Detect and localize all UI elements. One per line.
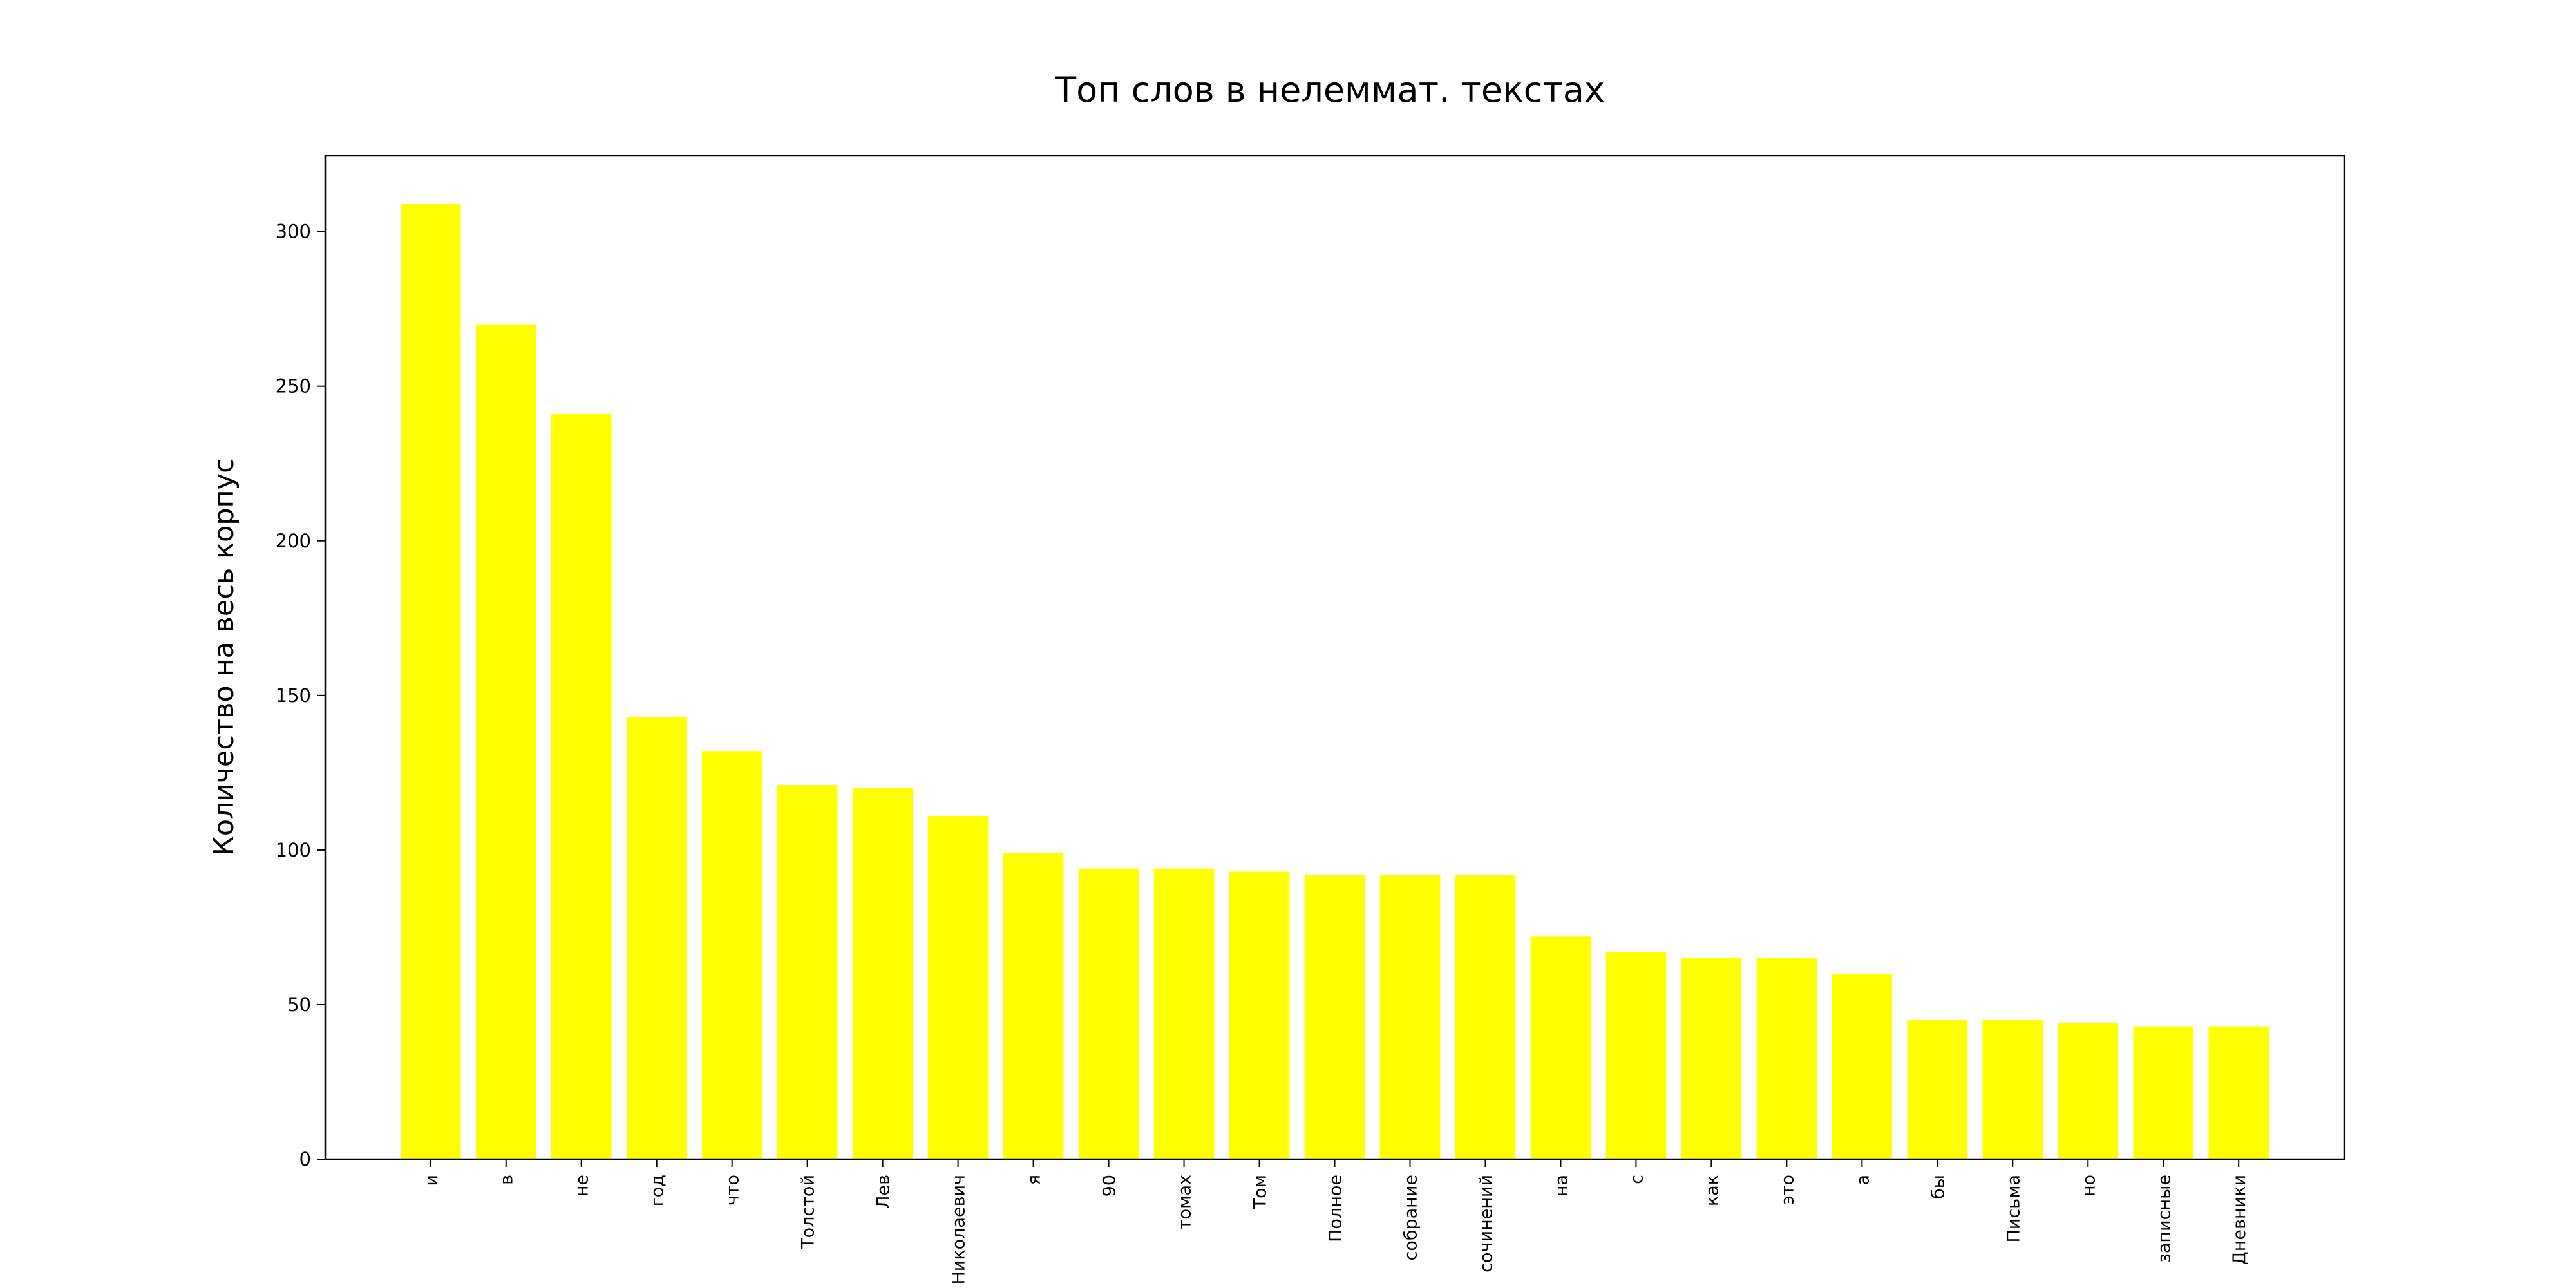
bar-13 (1379, 875, 1441, 1159)
x-tick-label: как (1702, 1175, 1722, 1206)
bar-21 (1982, 1019, 2043, 1159)
x-tick-label: я (1025, 1175, 1045, 1185)
x-tick-label: Письма (2003, 1175, 2023, 1243)
bar-16 (1605, 952, 1667, 1159)
x-tick-label: бы (1928, 1175, 1948, 1199)
chart-title: Топ слов в нелеммат. текстах (1054, 70, 1605, 110)
x-tick-label: а (1853, 1175, 1873, 1186)
bar-9 (1078, 868, 1139, 1159)
bar-8 (1003, 853, 1064, 1159)
x-tick-label: Лев (874, 1175, 894, 1209)
x-tick-label: не (573, 1175, 592, 1197)
y-axis-ticks: 0 50 100 150 200 250 300 (276, 221, 325, 1170)
bar-14 (1455, 875, 1516, 1159)
plot-frame (324, 155, 2345, 1160)
y-tick-label: 50 (287, 994, 311, 1016)
y-axis-label: Количество на весь корпус (208, 458, 240, 856)
x-tick-label: Дневники (2230, 1175, 2249, 1265)
bar-6 (852, 788, 913, 1159)
x-tick-label: что (723, 1175, 743, 1206)
x-axis-ticks: и в не год что Толстой Лев Николаевич я 90 томах То… (422, 1159, 2249, 1285)
bar-7 (927, 816, 989, 1159)
x-tick-label: и (422, 1175, 442, 1186)
x-tick-label: год (648, 1175, 668, 1206)
y-tick-label: 0 (299, 1148, 311, 1170)
y-tick-label: 150 (276, 685, 311, 706)
bar-2 (551, 413, 612, 1159)
x-tick-label: с (1627, 1175, 1647, 1184)
bar-24 (2208, 1026, 2269, 1159)
bar-4 (701, 751, 762, 1159)
x-tick-label: томах (1175, 1175, 1195, 1229)
bar-15 (1530, 936, 1591, 1159)
bar-17 (1681, 958, 1742, 1159)
x-tick-label: 90 (1100, 1175, 1120, 1197)
y-tick-label: 100 (276, 839, 311, 861)
bar-23 (2133, 1026, 2194, 1159)
y-tick-label: 200 (276, 530, 311, 552)
bar-3 (626, 717, 687, 1159)
x-tick-label: Полное (1326, 1175, 1346, 1242)
x-tick-label: Николаевич (949, 1175, 969, 1285)
bar-11 (1229, 871, 1290, 1159)
bar-20 (1907, 1019, 1968, 1159)
bar-0 (400, 204, 461, 1160)
bar-10 (1153, 868, 1215, 1159)
bar-19 (1832, 973, 1893, 1159)
bar-18 (1756, 958, 1817, 1159)
x-tick-label: сочинений (1476, 1175, 1496, 1273)
bar-12 (1304, 875, 1365, 1159)
x-tick-label: но (2079, 1175, 2099, 1197)
x-tick-label: Толстой (799, 1175, 819, 1249)
x-tick-label: собрание (1401, 1175, 1421, 1261)
y-tick-label: 300 (276, 221, 311, 243)
x-tick-label: в (497, 1175, 517, 1185)
x-tick-label: Том (1251, 1175, 1271, 1209)
x-tick-label: на (1551, 1175, 1571, 1197)
x-tick-label: это (1777, 1175, 1797, 1205)
x-tick-label: записные (2154, 1175, 2174, 1263)
y-tick-label: 250 (276, 375, 311, 397)
bar-22 (2058, 1023, 2119, 1159)
bar-5 (777, 785, 838, 1159)
bar-1 (475, 324, 536, 1159)
bars-group (400, 204, 2269, 1160)
